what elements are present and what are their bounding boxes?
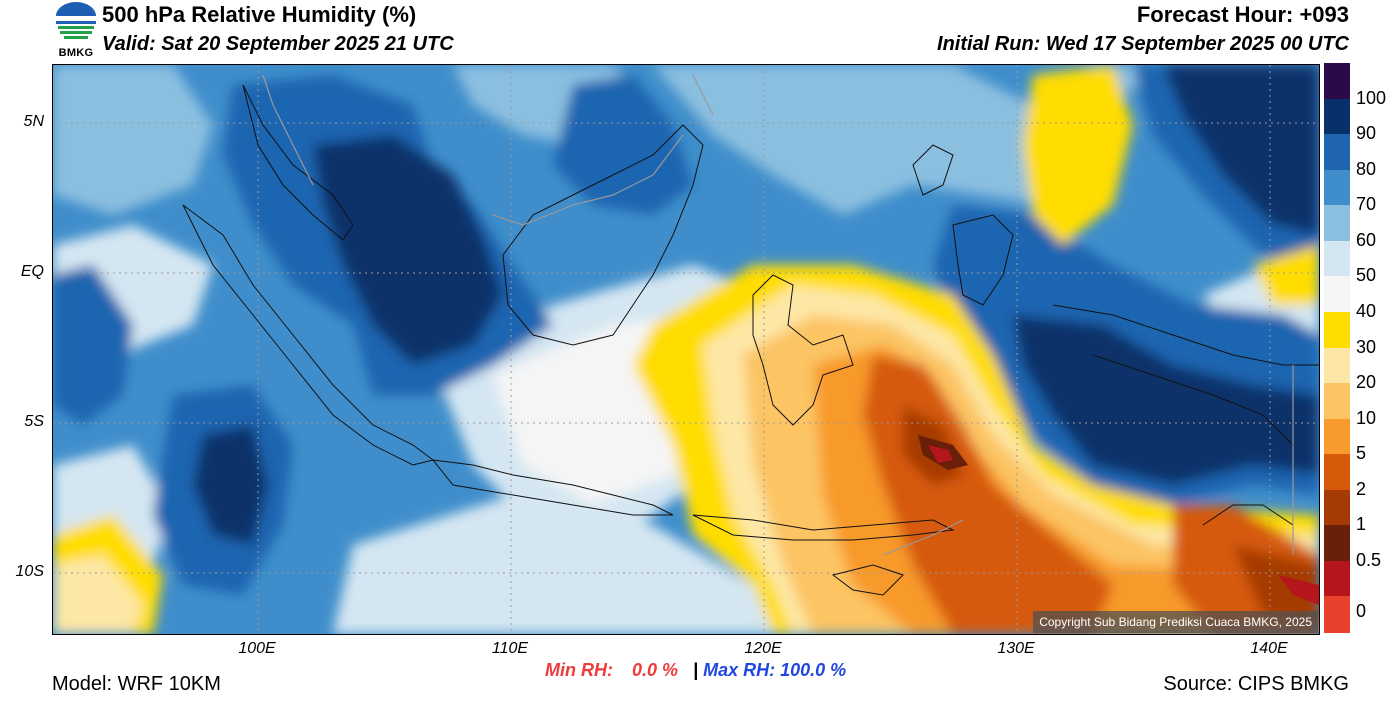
colorbar-swatch bbox=[1324, 240, 1350, 277]
colorbar-label: 10 bbox=[1356, 407, 1377, 428]
colorbar-label: 80 bbox=[1356, 158, 1377, 179]
logo-text: BMKG bbox=[58, 47, 94, 59]
lon-label-140e: 140E bbox=[1250, 640, 1288, 657]
colorbar-label: 50 bbox=[1356, 265, 1377, 286]
colorbar-swatch bbox=[1324, 596, 1350, 633]
gridlines bbox=[53, 65, 1319, 634]
colorbar-swatch bbox=[1324, 98, 1350, 135]
colorbar-swatch bbox=[1324, 311, 1350, 348]
colorbar-label: 40 bbox=[1356, 300, 1377, 321]
colorbar-swatch bbox=[1324, 383, 1350, 420]
colorbar-label: 20 bbox=[1356, 372, 1377, 393]
coastlines bbox=[182, 84, 1319, 596]
colorbar-swatch bbox=[1324, 418, 1350, 455]
colorbar-swatch bbox=[1324, 63, 1350, 100]
copyright-notice: Copyright Sub Bidang Prediksi Cuaca BMKG… bbox=[1033, 611, 1318, 633]
colorbar-swatch bbox=[1324, 134, 1350, 171]
minimum-rh-core bbox=[928, 445, 953, 463]
lon-label-100e: 100E bbox=[238, 640, 276, 657]
lon-label-120e: 120E bbox=[744, 640, 782, 657]
colorbar-label: 1 bbox=[1356, 514, 1367, 535]
humidity-map bbox=[52, 64, 1320, 635]
humidity-contours bbox=[53, 65, 1319, 634]
lon-label-110e: 110E bbox=[491, 640, 529, 657]
colorbar-label: 30 bbox=[1356, 336, 1377, 357]
colorbar-swatch bbox=[1324, 205, 1350, 242]
minimum-rh-core-east bbox=[1278, 575, 1319, 605]
colorbar-label: 2 bbox=[1356, 478, 1367, 499]
colorbar-label: 0.5 bbox=[1356, 549, 1382, 570]
colorbar-swatch bbox=[1324, 489, 1350, 526]
colorbar-label: 90 bbox=[1356, 123, 1377, 144]
lat-label-5s: 5S bbox=[24, 413, 44, 430]
lat-label-5n: 5N bbox=[23, 113, 44, 130]
lat-label-10s: 10S bbox=[15, 563, 44, 580]
colorbar-label: 70 bbox=[1356, 194, 1377, 215]
colorbar-swatch bbox=[1324, 347, 1350, 384]
stats-separator: | bbox=[693, 660, 699, 680]
model-label: Model: WRF 10KM bbox=[52, 673, 221, 695]
source-label: Source: CIPS BMKG bbox=[1163, 673, 1349, 695]
initial-run: Initial Run: Wed 17 September 2025 00 UT… bbox=[937, 33, 1349, 55]
lon-label-130e: 130E bbox=[997, 640, 1035, 657]
colorbar-swatch bbox=[1324, 525, 1350, 562]
country-borders bbox=[262, 74, 1294, 556]
bmkg-logo: BMKG bbox=[52, 0, 100, 60]
map-title: 500 hPa Relative Humidity (%) bbox=[102, 2, 417, 27]
lat-label-eq: EQ bbox=[20, 263, 44, 280]
max-rh-value: 100.0 % bbox=[780, 660, 847, 680]
valid-time: Valid: Sat 20 September 2025 21 UTC bbox=[102, 33, 454, 55]
colorbar-swatch bbox=[1324, 454, 1350, 491]
colorbar-swatch bbox=[1324, 169, 1350, 206]
forecast-hour: Forecast Hour: +093 bbox=[1136, 2, 1349, 27]
colorbar-label: 5 bbox=[1356, 443, 1367, 464]
colorbar-label: 100 bbox=[1356, 87, 1387, 108]
colorbar-label: 60 bbox=[1356, 229, 1377, 250]
colorbar-swatch bbox=[1324, 276, 1350, 313]
colorbar-swatch bbox=[1324, 560, 1350, 597]
min-rh-label: Min RH: bbox=[545, 660, 613, 680]
rh-stats: Min RH: 0.0 % | Max RH: 100.0 % bbox=[545, 660, 846, 681]
min-rh-value: 0.0 % bbox=[632, 660, 679, 680]
max-rh-label: Max RH: bbox=[703, 660, 776, 680]
colorbar-label: 0 bbox=[1356, 601, 1367, 622]
